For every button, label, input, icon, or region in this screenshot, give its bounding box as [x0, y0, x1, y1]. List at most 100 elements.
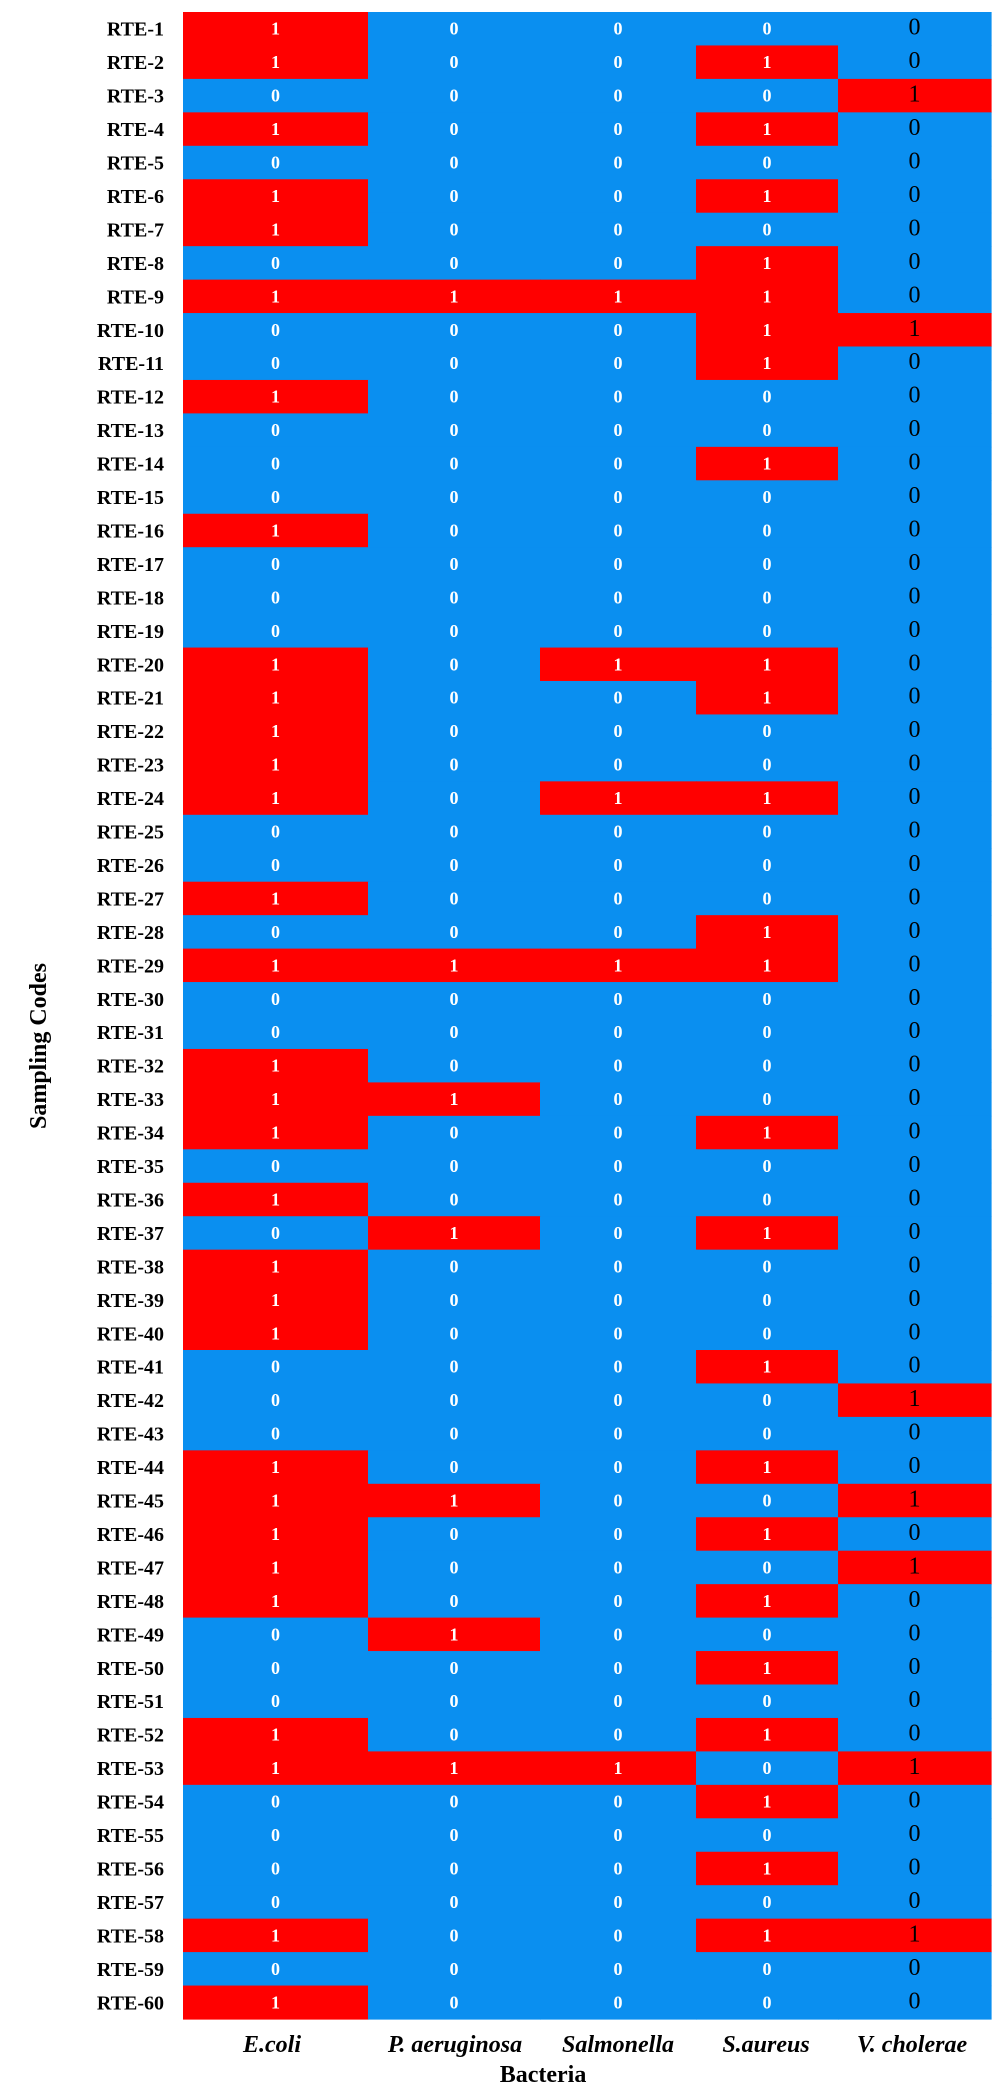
cell-value-label: 1 — [450, 1491, 459, 1511]
row-label: RTE-46 — [97, 1524, 164, 1546]
heatmap-cell — [696, 346, 839, 381]
cell-value-label: 1 — [909, 82, 921, 108]
heatmap-cell — [540, 1350, 697, 1385]
cell-value-label: 0 — [909, 1018, 921, 1044]
cell-value-label: 0 — [450, 989, 459, 1009]
cell-value-label: 1 — [271, 1056, 280, 1076]
heatmap-cell — [368, 1316, 541, 1351]
heatmap-cell — [183, 12, 369, 47]
heatmap-cell — [838, 1584, 992, 1619]
heatmap-cell — [183, 379, 369, 414]
heatmap-cell — [696, 1784, 839, 1819]
cell-value-label: 0 — [271, 1691, 280, 1711]
cell-value-label: 0 — [271, 1424, 280, 1444]
heatmap-cell — [540, 1483, 697, 1518]
cell-value-label: 0 — [614, 1123, 623, 1143]
heatmap-cell — [183, 747, 369, 782]
cell-value-label: 0 — [271, 320, 280, 340]
cell-value-label: 0 — [450, 621, 459, 641]
cell-value-label: 0 — [614, 1089, 623, 1109]
cell-value-label: 1 — [271, 1256, 280, 1276]
heatmap-cell — [183, 1784, 369, 1819]
cell-value-label: 0 — [763, 1959, 772, 1979]
column-labels: E.coli P. aeruginosa Salmonella S.aureus V. … — [242, 2032, 967, 2058]
heatmap-cell — [183, 1885, 369, 1920]
cell-value-label: 0 — [614, 1323, 623, 1343]
cell-value-label: 0 — [614, 1959, 623, 1979]
y-axis-title: Sampling Codes — [26, 963, 52, 1129]
heatmap-cell — [696, 614, 839, 649]
cell-value-label: 0 — [271, 989, 280, 1009]
row-label: RTE-1 — [107, 19, 164, 41]
cell-value-label: 0 — [450, 1825, 459, 1845]
row-label: RTE-7 — [107, 219, 164, 241]
heatmap-cell — [368, 179, 541, 214]
cell-value-label: 0 — [614, 621, 623, 641]
cell-value-label: 0 — [450, 1959, 459, 1979]
column-label: S.aureus — [722, 2032, 809, 2058]
heatmap-cell — [838, 279, 992, 314]
heatmap-cell — [183, 948, 369, 983]
heatmap-cell — [183, 915, 369, 950]
cell-value-label: 1 — [271, 1992, 280, 2012]
row-label: RTE-42 — [97, 1390, 164, 1412]
cell-value-label: 0 — [909, 1119, 921, 1145]
cell-value-label: 0 — [763, 19, 772, 39]
heatmap-cell — [368, 1784, 541, 1819]
heatmap-cell — [368, 915, 541, 950]
heatmap-cell — [368, 112, 541, 147]
row-label: RTE-31 — [97, 1022, 164, 1044]
heatmap-cell — [540, 1851, 697, 1886]
cell-value-label: 0 — [450, 353, 459, 373]
cell-value-label: 0 — [763, 888, 772, 908]
cell-value-label: 0 — [614, 86, 623, 106]
cell-value-label: 0 — [450, 454, 459, 474]
heatmap-cell — [183, 1584, 369, 1619]
cell-value-label: 0 — [450, 86, 459, 106]
cell-value-label: 0 — [763, 621, 772, 641]
cell-value-label: 0 — [614, 1457, 623, 1477]
heatmap-cell — [183, 614, 369, 649]
heatmap-cell — [183, 1517, 369, 1552]
cell-value-label: 1 — [450, 1089, 459, 1109]
heatmap-cell — [696, 45, 839, 80]
cell-value-label: 1 — [271, 1457, 280, 1477]
row-label: RTE-15 — [97, 487, 164, 509]
heatmap-cell — [540, 915, 697, 950]
cell-value-label: 0 — [909, 884, 921, 910]
heatmap-cell — [696, 1182, 839, 1217]
cell-value-label: 0 — [763, 822, 772, 842]
heatmap-cell — [540, 781, 697, 816]
cell-value-label: 0 — [763, 1557, 772, 1577]
heatmap-cell — [696, 1550, 839, 1585]
row-label: RTE-54 — [97, 1792, 164, 1814]
cell-value-label: 0 — [909, 1854, 921, 1880]
cell-value-label: 0 — [450, 1123, 459, 1143]
heatmap-cell — [696, 1751, 839, 1786]
cell-value-label: 0 — [909, 450, 921, 476]
cell-value-label: 0 — [763, 587, 772, 607]
heatmap-cell — [696, 1149, 839, 1184]
cell-value-label: 1 — [271, 654, 280, 674]
cell-value-label: 0 — [614, 1658, 623, 1678]
cell-value-label: 1 — [271, 286, 280, 306]
cell-value-label: 0 — [450, 822, 459, 842]
cell-value-label: 1 — [271, 888, 280, 908]
heatmap-cell — [183, 781, 369, 816]
cell-value-label: 0 — [614, 387, 623, 407]
cell-value-label: 1 — [614, 654, 623, 674]
row-label: RTE-34 — [97, 1123, 164, 1145]
cell-value-label: 0 — [763, 153, 772, 173]
heatmap-cell — [696, 781, 839, 816]
row-label: RTE-28 — [97, 922, 164, 944]
heatmap-cell — [540, 814, 697, 849]
heatmap-cell — [540, 446, 697, 481]
cell-value-label: 0 — [909, 1420, 921, 1446]
cell-value-label: 0 — [909, 1888, 921, 1914]
heatmap-cell — [696, 1584, 839, 1619]
cell-value-label: 0 — [614, 520, 623, 540]
cell-value-label: 0 — [450, 1725, 459, 1745]
heatmap-cell — [183, 1684, 369, 1719]
cell-value-label: 0 — [909, 516, 921, 542]
heatmap-cell — [183, 246, 369, 281]
